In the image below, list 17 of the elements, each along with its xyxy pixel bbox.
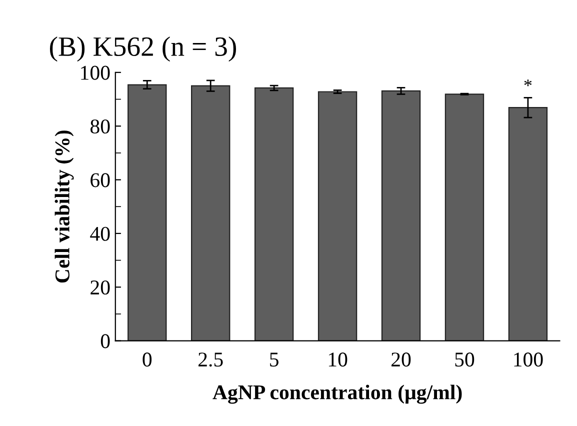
y-tick-label: 100 [81,66,110,80]
x-tick-label: 20 [392,352,411,367]
chart-title: (B) K562 (n = 3) [50,36,236,62]
y-tick-label: 40 [90,226,110,241]
x-tick-label: 100 [514,352,543,367]
y-tick-label: 80 [90,119,110,134]
x-axis-title: AgNP concentration (μg/ml) [212,384,462,404]
x-tick-label: 2.5 [198,352,223,367]
x-tick-label: 50 [455,352,474,367]
y-tick-label: 0 [100,334,110,348]
annotation: * [524,80,532,86]
x-tick-label: 0 [142,352,152,367]
y-tick-label: 20 [90,280,110,295]
x-tick-label: 5 [270,352,278,367]
y-axis-title: Cell viability (%) [54,130,74,283]
x-tick-label: 10 [328,352,348,367]
y-tick-label: 60 [90,173,110,188]
